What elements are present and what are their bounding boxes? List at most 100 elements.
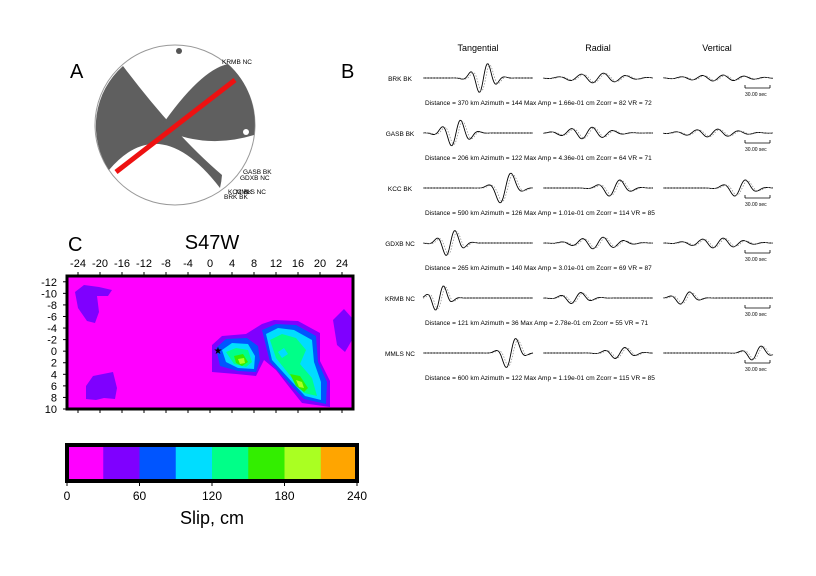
station-fit-info: Distance = 121 km Azimuth = 36 Max Amp =… — [425, 320, 648, 327]
x-tick-label: -24 — [70, 258, 86, 270]
synthetic-waveform — [423, 121, 533, 145]
colorbar-swatch — [284, 445, 322, 481]
y-tick-label: -12 — [41, 277, 57, 289]
slip-contour-180-210 — [238, 358, 245, 364]
synthetic-waveform — [662, 129, 773, 137]
observed-waveform — [542, 72, 654, 84]
station-fit-info: Distance = 206 km Azimuth = 122 Max Amp … — [425, 155, 652, 162]
hypocenter-star: ★ — [214, 346, 223, 357]
x-tick-label: 4 — [229, 258, 235, 270]
synthetic-waveform — [423, 339, 534, 367]
synthetic-waveform — [542, 73, 654, 83]
station-name: KRMB NC — [385, 296, 415, 303]
panel-letter-b: B — [341, 61, 354, 83]
y-tick-label: 8 — [51, 392, 57, 404]
x-tick-label: 0 — [207, 258, 213, 270]
x-tick-label: -20 — [92, 258, 108, 270]
colorbar-swatch — [67, 445, 104, 481]
beachball-station-label-gasb: GASB BK — [243, 169, 272, 176]
x-tick-label: 16 — [292, 258, 304, 270]
synthetic-waveform — [663, 238, 773, 248]
y-tick-label: 10 — [45, 404, 57, 416]
x-tick-label: -4 — [183, 258, 193, 270]
beachball: KRMB NC GASB BK GDXB NC KCC BK BRK BK MM… — [94, 44, 272, 206]
slip-map: ★ — [65, 274, 355, 411]
synthetic-waveform — [663, 180, 774, 196]
observed-waveform — [542, 126, 653, 140]
time-scale-label: 30.00 sec — [745, 367, 767, 373]
p-axis-marker — [176, 48, 182, 54]
colorbar-swatch — [212, 445, 249, 481]
time-scale-label: 30.00 sec — [745, 92, 767, 98]
panel-letter-c: C — [68, 234, 82, 256]
observed-waveform — [662, 128, 773, 138]
station-name: BRK BK — [388, 76, 413, 83]
slip-map-title: S47W — [185, 232, 240, 254]
synthetic-waveform — [663, 292, 773, 304]
synthetic-waveform — [422, 286, 533, 310]
colorbar-tick-label: 120 — [202, 489, 222, 503]
synthetic-waveform — [423, 64, 533, 92]
slip-contour-180-210 — [296, 380, 304, 388]
synthetic-waveform — [663, 75, 774, 82]
colorbar-swatch — [248, 445, 285, 481]
beachball-station-label-gdxb: GDXB NC — [240, 175, 270, 182]
beachball-station-label-mmls: MMLS NC — [236, 189, 266, 196]
observed-waveform — [543, 236, 653, 250]
y-tick-label: 2 — [51, 358, 57, 370]
colorbar-swatch — [103, 445, 140, 481]
observed-waveform — [542, 292, 653, 304]
time-scale-label: 30.00 sec — [745, 257, 767, 263]
column-header-tangential: Tangential — [457, 43, 498, 53]
compressional-quadrant-left — [95, 66, 222, 188]
time-scale-label: 30.00 sec — [745, 147, 767, 153]
observed-waveform — [663, 237, 773, 249]
y-tick-label: 4 — [51, 369, 57, 381]
colorbar-label: Slip, cm — [180, 508, 244, 528]
x-tick-label: -8 — [161, 258, 171, 270]
x-tick-label: -16 — [114, 258, 130, 270]
waveform-panel: BRK BK Distance = 370 km Azimuth = 144 Ma… — [385, 63, 774, 382]
slip-map-axes: -24 -20 -16 -12 -8 -4 0 4 8 12 16 20 24-12-10-8-6-4-… — [41, 258, 348, 416]
beachball-station-label-krmb: KRMB NC — [222, 59, 252, 66]
observed-waveform — [662, 74, 774, 82]
y-tick-label: -10 — [41, 288, 57, 300]
synthetic-waveform — [543, 180, 653, 196]
beachball-station-label-kcc: KCC BK — [228, 189, 253, 196]
synthetic-waveform — [543, 347, 654, 359]
x-tick-label: 8 — [251, 258, 257, 270]
t-axis-marker — [243, 129, 249, 135]
y-tick-label: 0 — [51, 346, 57, 358]
panel-letter-a: A — [70, 61, 84, 83]
colorbar-swatch — [320, 445, 358, 481]
slip-contour-90-120 — [278, 348, 288, 358]
colorbar-tick-label: 0 — [64, 489, 71, 503]
colorbar-tick-label: 240 — [347, 489, 367, 503]
colorbar-tick-label: 180 — [274, 489, 294, 503]
x-tick-label: 12 — [270, 258, 282, 270]
time-scale-label: 30.00 sec — [745, 312, 767, 318]
station-fit-info: Distance = 370 km Azimuth = 144 Max Amp … — [425, 100, 652, 107]
station-fit-info: Distance = 600 km Azimuth = 122 Max Amp … — [425, 375, 655, 382]
synthetic-waveform — [543, 237, 653, 249]
slip-patch — [333, 309, 352, 352]
station-fit-info: Distance = 590 km Azimuth = 126 Max Amp … — [425, 210, 655, 217]
y-tick-label: 6 — [51, 381, 57, 393]
station-name: GASB BK — [386, 131, 415, 138]
synthetic-waveform — [423, 174, 534, 202]
time-scale-label: 30.00 sec — [745, 202, 767, 208]
x-tick-label: 20 — [314, 258, 326, 270]
x-tick-label: -12 — [136, 258, 152, 270]
station-name: KCC BK — [388, 186, 413, 193]
fault-plane-line — [114, 78, 237, 174]
y-tick-label: -6 — [47, 311, 57, 323]
synthetic-waveform — [423, 231, 533, 255]
synthetic-waveform — [663, 346, 773, 360]
slip-colorbar: 0 60 120 180 240 — [64, 443, 367, 503]
column-header-vertical: Vertical — [702, 43, 732, 53]
beachball-station-label-brk: BRK BK — [224, 194, 249, 201]
colorbar-tick-label: 60 — [133, 489, 147, 503]
column-header-radial: Radial — [585, 43, 611, 53]
y-tick-label: -2 — [47, 335, 57, 347]
